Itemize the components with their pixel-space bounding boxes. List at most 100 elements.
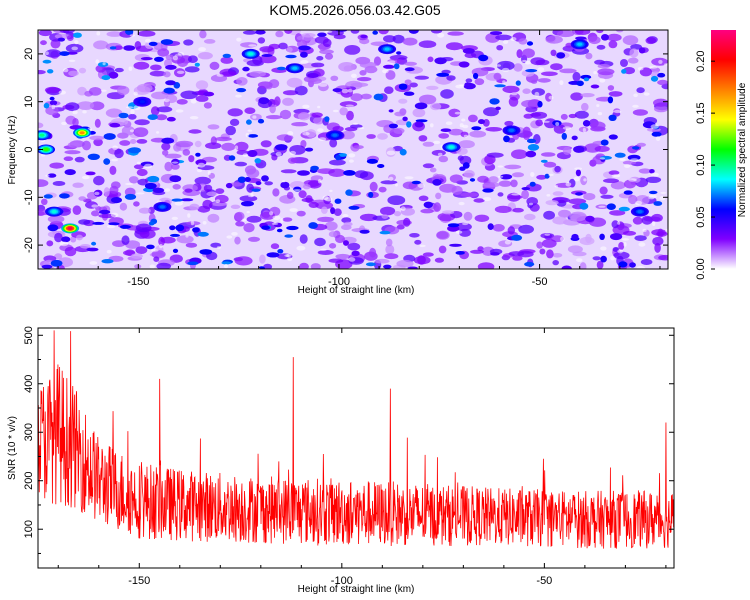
heatmap-cell [82,110,87,114]
heatmap-cell [74,40,79,45]
colorbar-tick-label: 0.15 [695,102,707,123]
heatmap-cell [163,87,175,94]
heatmap-cell [49,162,64,169]
heatmap-cell [434,57,447,65]
heatmap-cell [552,253,563,258]
heatmap-cell [546,194,551,197]
heatmap-cell [221,261,232,265]
heatmap-cell [621,69,627,74]
heatmap-cell [483,197,492,202]
heatmap-cell [632,104,639,108]
heatmap-cell [166,116,176,122]
heatmap-cell [307,180,322,189]
heatmap-cell [161,142,171,151]
heatmap-cell [280,181,290,189]
heatmap-cell [108,71,119,79]
heatmap-cell [645,176,662,183]
heatmap-cell [379,230,391,235]
heatmap-cell [489,98,500,105]
heatmap-cell [301,33,316,38]
heatmap-peak [51,210,57,214]
heatmap-cell [522,88,531,94]
heatmap-cell [445,121,453,125]
heatmap-cell [522,126,531,137]
heatmap-cell [369,181,378,192]
heatmap-cell [222,53,231,59]
heatmap-cell [169,175,182,183]
heatmap-cell [423,201,433,208]
heatmap-cell [582,127,587,133]
heatmap-cell [521,99,539,108]
heatmap-cell [133,127,149,137]
heatmap-cell [581,102,589,112]
heatmap-cell [234,141,249,152]
heatmap-cell [619,158,626,162]
heatmap-cell [502,39,509,44]
heatmap-cell [490,31,503,36]
heatmap-cell [175,109,184,113]
heatmap-cell [43,255,57,262]
heatmap-cell [524,213,536,221]
heatmap-cell [248,236,260,242]
heatmap-cell [176,99,188,105]
heatmap-cell [438,245,447,254]
heatmap-cell [268,79,280,89]
y-tick-label: 500 [23,326,35,344]
heatmap-cell [135,246,148,255]
heatmap-cell [366,134,376,139]
heatmap-cell [125,106,134,109]
heatmap-cell [68,70,79,77]
heatmap-x-axis-label: Height of straight line (km) [298,285,415,296]
heatmap-cell [195,80,209,90]
heatmap-cell [72,182,84,188]
heatmap-cell [59,241,69,247]
heatmap-cell [330,207,336,215]
heatmap-cell [317,32,327,37]
heatmap-cell [335,253,351,260]
heatmap-cell [278,42,288,50]
heatmap-cell [301,197,314,203]
heatmap-cell [185,234,189,238]
heatmap-cell [567,245,583,254]
heatmap-cell [342,214,349,218]
heatmap-cell [442,210,455,215]
heatmap-cell [207,170,211,176]
heatmap-cell [529,181,536,187]
heatmap-cell [317,178,322,184]
heatmap-cell [486,152,504,158]
heatmap-cell [282,180,286,183]
heatmap-cell [54,232,63,243]
heatmap-cell [366,158,378,164]
heatmap-cell [287,131,294,136]
heatmap-cell [494,205,512,213]
heatmap-cell [255,30,266,35]
heatmap-cell [495,106,501,111]
heatmap-cell [144,182,157,190]
heatmap-cell [282,90,299,96]
heatmap-cell [552,191,564,196]
heatmap-cell [121,125,135,136]
heatmap-cell [552,216,568,225]
heatmap-cell [462,162,470,169]
y-tick-label: 0 [23,146,35,152]
heatmap-cell [101,75,111,81]
heatmap-cell [152,187,165,193]
heatmap-cell [310,165,319,171]
heatmap-cell [573,176,580,182]
heatmap-cell [185,242,198,248]
heatmap-cell [482,188,494,193]
heatmap-cell [352,122,358,125]
heatmap-cell [394,111,406,117]
heatmap-cell [406,121,412,128]
heatmap-cell [180,198,194,202]
heatmap-cell [106,249,112,254]
heatmap-cell [269,211,274,216]
heatmap-cell [611,220,619,229]
heatmap-cell [502,85,520,94]
heatmap-cell [246,215,262,223]
heatmap-cell [307,77,322,84]
heatmap-cell [318,137,327,142]
heatmap-cell [583,193,596,201]
heatmap-cell [41,264,53,269]
heatmap-cell [241,201,254,207]
